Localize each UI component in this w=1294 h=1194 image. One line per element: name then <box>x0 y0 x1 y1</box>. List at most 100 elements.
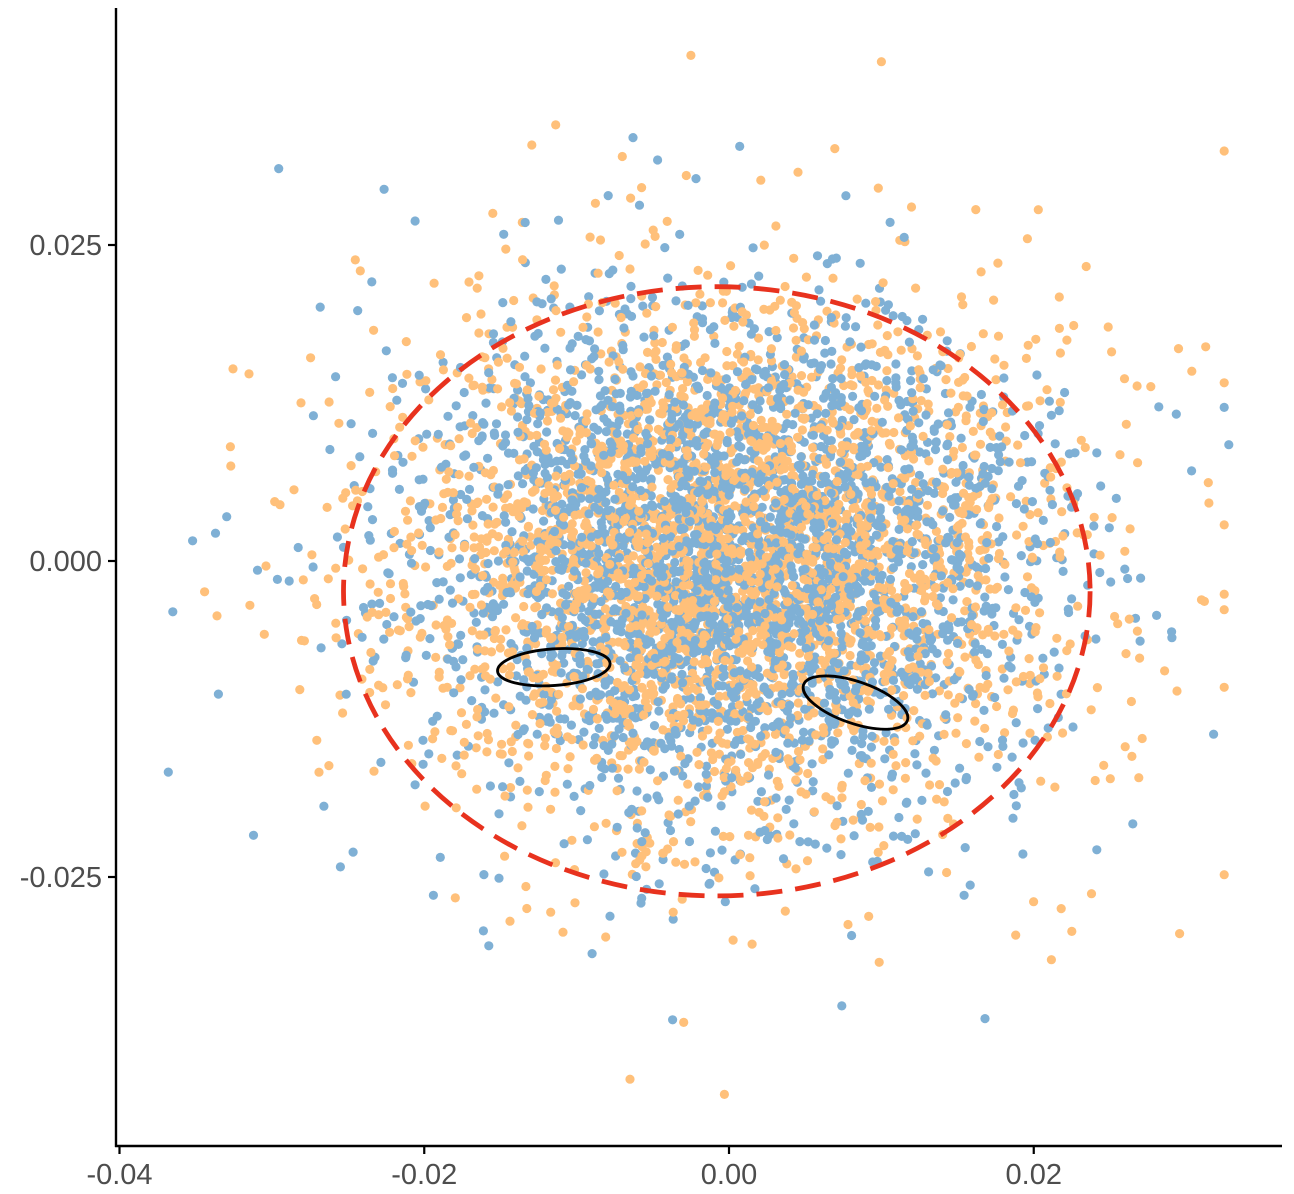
data-point-series-2 <box>702 390 712 401</box>
data-point-series-1 <box>534 391 544 401</box>
data-point-series-1 <box>703 725 713 735</box>
data-point-series-1 <box>589 822 600 832</box>
data-point-series-2 <box>654 879 664 889</box>
data-point-series-2 <box>584 494 595 504</box>
data-point-series-2 <box>1111 493 1121 503</box>
data-point-series-1 <box>739 357 749 367</box>
data-point-series-1 <box>764 580 774 590</box>
data-point-series-1 <box>925 780 935 790</box>
data-point-series-1 <box>828 273 838 283</box>
data-point-series-1 <box>860 776 870 786</box>
data-point-series-2 <box>714 588 725 598</box>
data-point-series-1 <box>1045 698 1055 709</box>
data-point-series-1 <box>729 321 739 331</box>
data-point-series-2 <box>987 463 997 474</box>
data-point-series-1 <box>710 474 721 484</box>
data-point-series-2 <box>918 479 928 489</box>
data-point-series-2 <box>421 384 431 394</box>
data-point-series-1 <box>725 832 735 842</box>
data-point-series-1 <box>479 630 489 640</box>
data-point-series-2 <box>489 708 499 718</box>
data-point-series-2 <box>660 681 671 691</box>
data-point-series-1 <box>497 739 507 749</box>
data-point-series-2 <box>784 795 794 805</box>
data-point-series-2 <box>616 627 626 637</box>
data-point-series-2 <box>1046 410 1056 420</box>
data-point-series-1 <box>1035 674 1045 684</box>
data-point-series-1 <box>495 643 505 653</box>
data-point-series-1 <box>289 485 299 495</box>
data-point-series-2 <box>1152 610 1162 621</box>
data-point-series-1 <box>1058 728 1068 738</box>
data-point-series-1 <box>461 313 472 323</box>
data-point-series-2 <box>582 664 592 674</box>
data-point-series-1 <box>662 216 672 226</box>
data-point-series-1 <box>795 648 805 658</box>
data-point-series-2 <box>803 837 813 847</box>
data-point-series-2 <box>376 757 386 768</box>
data-point-series-2 <box>757 502 767 512</box>
data-point-series-2 <box>599 869 609 879</box>
data-point-series-1 <box>527 140 537 150</box>
data-point-series-2 <box>355 452 365 462</box>
data-point-series-2 <box>421 650 431 661</box>
data-point-series-1 <box>639 710 649 720</box>
data-point-series-2 <box>882 455 892 465</box>
data-point-series-2 <box>897 311 907 322</box>
data-point-series-1 <box>228 364 238 374</box>
data-point-series-2 <box>590 733 601 743</box>
data-point-series-2 <box>274 164 284 174</box>
data-point-series-1 <box>614 357 624 367</box>
data-point-series-1 <box>920 690 930 701</box>
data-point-series-1 <box>1052 633 1062 643</box>
data-point-series-2 <box>692 419 703 429</box>
data-point-series-2 <box>483 558 493 569</box>
data-point-series-1 <box>509 295 519 306</box>
data-point-series-1 <box>481 547 491 558</box>
data-point-series-1 <box>457 769 467 779</box>
data-point-series-1 <box>1119 374 1130 384</box>
data-point-series-1 <box>578 740 588 750</box>
data-point-series-1 <box>612 786 622 796</box>
data-point-series-1 <box>867 416 877 426</box>
data-point-series-1 <box>470 664 480 674</box>
data-point-series-2 <box>501 517 511 527</box>
data-point-series-2 <box>647 292 658 302</box>
data-point-series-1 <box>787 470 797 480</box>
data-point-series-2 <box>618 732 628 743</box>
data-point-series-2 <box>849 415 859 425</box>
data-point-series-1 <box>570 605 580 615</box>
data-point-series-1 <box>981 575 991 585</box>
data-point-series-1 <box>709 766 720 777</box>
data-point-series-2 <box>826 313 837 323</box>
data-point-series-1 <box>398 412 408 422</box>
data-point-series-2 <box>698 477 708 487</box>
data-point-series-2 <box>931 437 941 448</box>
data-point-series-2 <box>626 367 636 377</box>
data-point-series-1 <box>692 747 702 757</box>
data-point-series-2 <box>1011 499 1022 509</box>
data-point-series-2 <box>885 574 896 585</box>
data-point-series-1 <box>635 662 645 672</box>
data-point-series-1 <box>745 853 755 863</box>
data-point-series-1 <box>1089 512 1099 522</box>
data-point-series-1 <box>808 443 818 453</box>
data-point-series-2 <box>864 704 874 714</box>
data-point-series-1 <box>568 701 578 711</box>
data-point-series-1 <box>540 531 550 541</box>
data-point-series-1 <box>324 397 334 407</box>
data-point-series-2 <box>588 637 598 647</box>
data-point-series-1 <box>990 354 1000 364</box>
data-point-series-1 <box>200 587 210 597</box>
data-point-series-2 <box>375 598 385 609</box>
data-point-series-1 <box>350 255 360 265</box>
data-point-series-1 <box>863 461 873 471</box>
data-point-series-1 <box>939 729 949 740</box>
data-point-series-2 <box>825 558 836 568</box>
data-point-series-1 <box>788 323 799 333</box>
data-point-series-2 <box>341 689 351 699</box>
data-point-series-1 <box>961 411 971 421</box>
data-point-series-1 <box>994 513 1004 523</box>
data-point-series-2 <box>929 488 939 498</box>
data-point-series-2 <box>414 370 424 380</box>
